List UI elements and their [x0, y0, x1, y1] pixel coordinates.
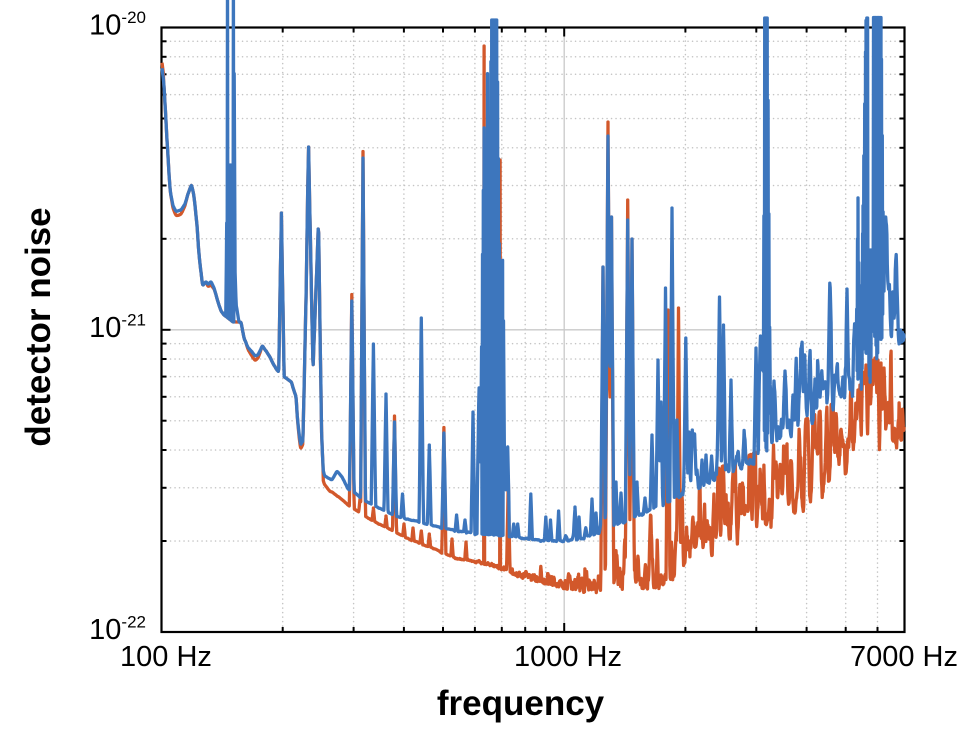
svg-text:1000 Hz: 1000 Hz	[514, 641, 622, 673]
svg-text:detector noise: detector noise	[19, 207, 58, 446]
svg-text:7000 Hz: 7000 Hz	[850, 641, 958, 673]
svg-text:10-22: 10-22	[89, 613, 146, 647]
svg-text:10-21: 10-21	[89, 311, 146, 345]
svg-text:10-20: 10-20	[89, 8, 146, 42]
svg-text:100 Hz: 100 Hz	[120, 641, 212, 673]
svg-text:frequency: frequency	[437, 684, 605, 723]
